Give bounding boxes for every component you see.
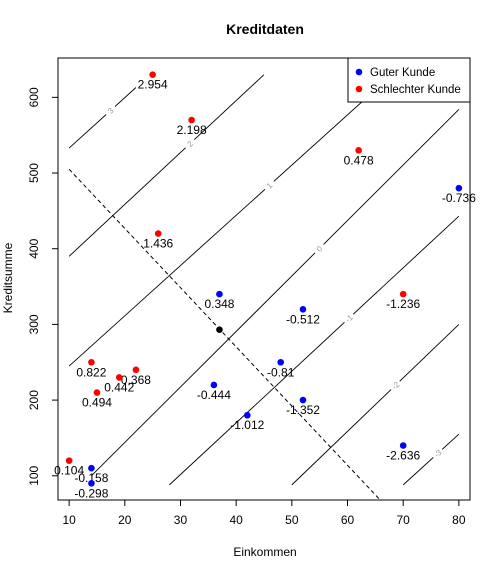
y-tick-label: 500 xyxy=(27,163,41,183)
point-label: -2.636 xyxy=(386,449,420,463)
legend-marker xyxy=(355,68,363,76)
point-label: -1.236 xyxy=(386,297,420,311)
y-tick-label: 400 xyxy=(27,238,41,258)
contour-line xyxy=(291,324,460,486)
contour-label-gap xyxy=(429,445,446,462)
x-tick-label: 30 xyxy=(174,513,188,527)
x-tick-label: 70 xyxy=(397,513,411,527)
x-tick-label: 40 xyxy=(229,513,243,527)
data-point xyxy=(299,305,307,313)
data-point xyxy=(216,290,223,298)
point-label: -1.012 xyxy=(230,418,264,432)
y-tick-label: 600 xyxy=(27,87,41,107)
contour-label: 0 xyxy=(315,244,325,254)
x-tick-label: 10 xyxy=(62,513,76,527)
chart-title: Kreditdaten xyxy=(226,21,304,37)
y-tick-label: 200 xyxy=(27,390,41,410)
contour-label-gap xyxy=(102,102,119,119)
data-point xyxy=(399,290,407,298)
x-tick-label: 50 xyxy=(285,513,299,527)
x-tick-label: 60 xyxy=(341,513,355,527)
contour-label-gap xyxy=(182,135,198,152)
y-tick-label: 300 xyxy=(27,314,41,334)
data-point xyxy=(132,366,140,374)
contour-line xyxy=(91,109,460,477)
x-tick-label: 80 xyxy=(452,513,466,527)
point-label: 0.368 xyxy=(121,373,151,387)
point-label: -0.444 xyxy=(197,388,231,402)
contour-label-gap xyxy=(341,310,357,327)
contour-line xyxy=(169,215,460,486)
contour-line xyxy=(402,433,460,486)
legend: Guter Kunde Schlechter Kunde xyxy=(347,57,471,103)
point-label: 0.494 xyxy=(82,396,112,410)
data-point xyxy=(93,389,101,396)
data-point xyxy=(154,230,162,237)
data-point xyxy=(88,464,95,472)
legend-label: Schlechter Kunde xyxy=(370,84,461,96)
data-point xyxy=(88,480,95,487)
point-label: -1.352 xyxy=(286,403,320,417)
contour-label-gap xyxy=(261,177,278,194)
y-axis-label: Kreditsumme xyxy=(1,242,15,313)
center-point xyxy=(216,326,223,334)
plot-frame xyxy=(57,57,471,501)
point-label: 1.436 xyxy=(143,237,173,251)
y-tick-label: 100 xyxy=(27,465,41,485)
data-point xyxy=(243,411,251,419)
data-point xyxy=(355,147,362,154)
plot-area: 3210-1-2-30.348-0.512-0.81-0.444-1.352-1… xyxy=(27,57,476,527)
contour-line xyxy=(68,74,393,367)
point-label: 0.478 xyxy=(344,153,374,167)
point-label: -0.158 xyxy=(74,471,108,485)
point-label: 0.822 xyxy=(76,365,106,379)
point-label: -0.81 xyxy=(267,365,295,379)
dashed-line xyxy=(68,168,382,502)
data-point xyxy=(399,442,407,449)
data-point xyxy=(277,358,285,366)
contour-label-gap xyxy=(387,377,404,394)
contour-label: 2 xyxy=(186,139,196,149)
point-label: -0.512 xyxy=(286,312,320,326)
contour-label: -1 xyxy=(344,313,356,325)
point-label: 0.442 xyxy=(104,380,134,394)
point-label: 2.954 xyxy=(138,78,168,92)
x-axis-label: Einkommen xyxy=(233,545,296,559)
point-label: 2.198 xyxy=(177,123,207,137)
contour-label: 3 xyxy=(106,106,116,116)
x-tick-label: 20 xyxy=(118,513,132,527)
contour-line xyxy=(68,74,265,257)
data-point xyxy=(88,358,95,366)
point-label: 0.104 xyxy=(54,464,84,478)
legend-marker xyxy=(355,85,363,93)
contour-label: -2 xyxy=(390,380,402,392)
point-label: -0.298 xyxy=(74,486,108,500)
point-label: 0.348 xyxy=(204,297,234,311)
contour-label-gap xyxy=(311,240,328,257)
contour-label: -3 xyxy=(432,448,444,460)
legend-label: Guter Kunde xyxy=(370,67,435,79)
point-label: -0.736 xyxy=(442,191,476,205)
contour-line xyxy=(68,87,137,149)
data-point xyxy=(210,381,218,389)
data-point xyxy=(455,184,463,192)
data-point xyxy=(188,116,195,124)
data-point xyxy=(65,457,73,464)
data-point xyxy=(115,374,123,381)
data-point xyxy=(299,396,307,404)
data-point xyxy=(149,71,156,78)
legend-box xyxy=(347,57,471,103)
contour-label: 1 xyxy=(265,181,275,191)
